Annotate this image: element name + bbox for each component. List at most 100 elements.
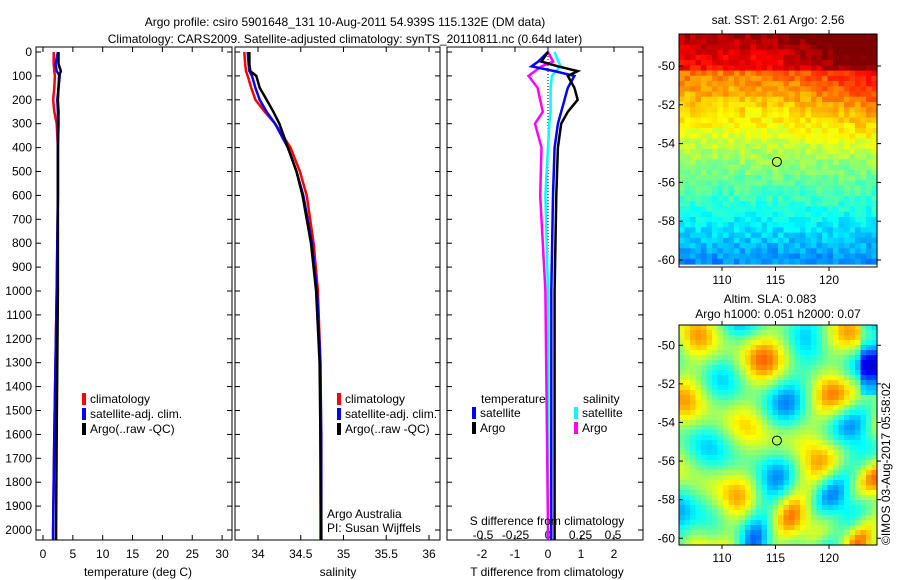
sla-map-cell: [706, 430, 713, 436]
sst-map-cell: [695, 248, 702, 255]
sla-map-cell: [734, 415, 741, 421]
sla-map-cell: [728, 470, 735, 476]
sla-map-cell: [811, 385, 818, 391]
sla-map-cell: [772, 390, 779, 396]
sla-map-cell: [855, 370, 862, 376]
sla-map-cell: [761, 540, 768, 546]
sla-map-cell: [855, 360, 862, 366]
sst-map-cell: [822, 138, 829, 145]
sst-map-cell: [778, 86, 785, 93]
sla-map-cell: [717, 335, 724, 341]
sst-map-cell: [734, 222, 741, 229]
sla-map-cell: [805, 340, 812, 346]
sst-map-cell: [838, 253, 845, 260]
sst-map-cell: [849, 107, 856, 114]
sla-map-cell: [844, 415, 851, 421]
sst-map-cell: [695, 175, 702, 181]
sla-map-cell: [739, 335, 746, 341]
sla-map-cell: [739, 470, 746, 476]
sst-map-cell: [811, 169, 818, 176]
sst-map-cell: [838, 237, 845, 244]
sla-map-cell: [816, 485, 823, 491]
sla-map-cell: [761, 355, 768, 361]
sla-map-cell: [827, 385, 834, 391]
sst-map-cell: [739, 180, 746, 187]
sla-map-cell: [728, 525, 735, 531]
sst-map-cell: [695, 243, 702, 249]
sst-map-cell: [717, 112, 724, 119]
sla-map-cell: [778, 540, 785, 546]
sst-map-cell: [712, 138, 719, 145]
sla-map-cell: [866, 345, 873, 351]
sla-map-cell: [805, 370, 812, 376]
sst-map-cell: [690, 75, 697, 82]
sst-map-cell: [723, 206, 730, 213]
sla-map-cell: [679, 415, 686, 421]
sla-map-cell: [734, 450, 741, 456]
sla-map-cell: [778, 360, 785, 366]
sla-map-cell: [690, 485, 697, 491]
sst-map-cell: [706, 75, 713, 82]
sst-map-cell: [690, 211, 697, 218]
sla-map-cell: [783, 525, 790, 531]
sst-map-cell: [712, 44, 719, 51]
sla-map-cell: [767, 460, 774, 466]
sst-map-cell: [695, 190, 702, 197]
sst-map-cell: [739, 206, 746, 213]
sla-map-cell: [739, 355, 746, 361]
sla-map-cell: [860, 540, 867, 546]
sla-map-cell: [745, 495, 752, 501]
sla-map-cell: [783, 425, 790, 431]
sla-map-cell: [734, 525, 741, 531]
sla-map-cell: [684, 520, 691, 526]
sst-map-cell: [684, 102, 691, 108]
sla-map-cell: [745, 425, 752, 431]
sst-map-cell: [849, 232, 856, 239]
sla-map-cell: [728, 370, 735, 376]
sla-map-cell: [745, 395, 752, 401]
sla-map-cell: [750, 510, 757, 516]
sst-map-cell: [761, 227, 768, 234]
sst-map-cell: [706, 211, 713, 218]
sst-map-cell: [822, 222, 829, 229]
sst-map-cell: [871, 164, 878, 171]
sst-map-cell: [844, 49, 851, 56]
sst-map-cell: [701, 34, 708, 40]
sla-map-cell: [789, 510, 796, 516]
sla-map-cell: [695, 540, 702, 546]
sla-map-cell: [750, 480, 757, 486]
sst-map-cell: [756, 211, 763, 218]
sla-map-cell: [750, 535, 757, 541]
sst-map-cell: [712, 164, 719, 171]
sla-map-cell: [756, 540, 763, 546]
sst-map-cell: [717, 143, 724, 150]
sla-map-cell: [783, 475, 790, 481]
sla-map-cell: [756, 400, 763, 406]
sst-map-cell: [794, 44, 801, 51]
sst-map-cell: [844, 211, 851, 218]
sst-map-cell: [706, 49, 713, 56]
sla-map-cell: [761, 440, 768, 446]
sla-map-cell: [844, 530, 851, 536]
sst-map-cell: [679, 185, 686, 192]
sla-map-cell: [767, 450, 774, 456]
sst-map-cell: [695, 91, 702, 98]
sla-map-cell: [794, 325, 801, 331]
sla-map-cell: [866, 485, 873, 491]
sst-map-cell: [690, 227, 697, 234]
sla-map-cell: [745, 450, 752, 456]
sst-map-cell: [833, 39, 840, 46]
sla-map-cell: [778, 330, 785, 336]
sla-map-cell: [717, 340, 724, 346]
sla-map-cell: [728, 480, 735, 486]
sla-map-cell: [756, 485, 763, 491]
sst-map-cell: [728, 227, 735, 234]
sla-map-cell: [849, 470, 856, 476]
sla-map-cell: [783, 490, 790, 496]
sla-map-cell: [783, 390, 790, 396]
sst-map-cell: [734, 243, 741, 249]
sst-map-cell: [849, 138, 856, 145]
sla-map-cell: [844, 390, 851, 396]
sla-map-cell: [778, 450, 785, 456]
sst-map-cell: [816, 70, 823, 77]
